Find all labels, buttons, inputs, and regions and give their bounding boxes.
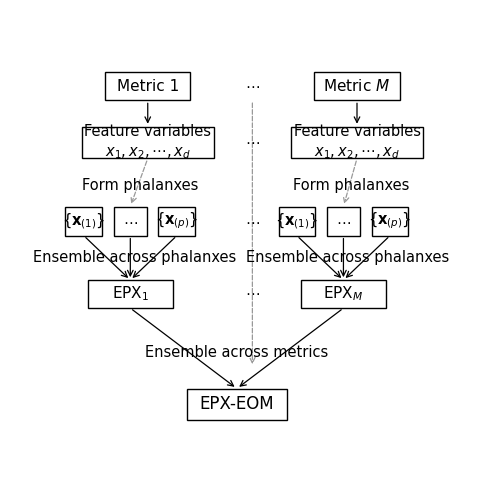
Text: Form phalanxes: Form phalanxes (82, 178, 198, 192)
Bar (278, 207, 316, 236)
Bar (186, 389, 287, 420)
Text: $\{\mathbf{x}_{(p)}\}$: $\{\mathbf{x}_{(p)}\}$ (368, 211, 412, 231)
Text: Metric $M$: Metric $M$ (324, 78, 390, 94)
Text: $\{\mathbf{x}_{(1)}\}$: $\{\mathbf{x}_{(1)}\}$ (62, 211, 106, 231)
Text: $\cdots$: $\cdots$ (245, 134, 260, 149)
Text: $\cdots$: $\cdots$ (245, 214, 260, 228)
Text: EPX-EOM: EPX-EOM (200, 396, 274, 414)
Bar (314, 72, 400, 101)
Bar (327, 207, 360, 236)
Text: Form phalanxes: Form phalanxes (293, 178, 410, 192)
Text: EPX$_M$: EPX$_M$ (324, 285, 364, 303)
Text: $\cdots$: $\cdots$ (245, 78, 260, 93)
Text: Ensemble across metrics: Ensemble across metrics (145, 346, 328, 360)
Bar (82, 127, 214, 158)
Text: $\cdots$: $\cdots$ (123, 214, 138, 228)
Text: EPX$_1$: EPX$_1$ (112, 285, 149, 303)
Text: Ensemble across phalanxes: Ensemble across phalanxes (246, 250, 449, 265)
Bar (105, 72, 190, 101)
Text: $\{\mathbf{x}_{(p)}\}$: $\{\mathbf{x}_{(p)}\}$ (155, 211, 198, 231)
Bar (114, 207, 147, 236)
Text: Metric 1: Metric 1 (116, 79, 179, 94)
Bar (66, 207, 102, 236)
Bar (291, 127, 423, 158)
Text: Ensemble across phalanxes: Ensemble across phalanxes (32, 250, 236, 265)
Bar (301, 280, 386, 308)
Text: $\cdots$: $\cdots$ (245, 285, 260, 300)
Text: Feature variables
$x_1, x_2, \cdots, x_d$: Feature variables $x_1, x_2, \cdots, x_d… (294, 124, 420, 161)
Text: Feature variables
$x_1, x_2, \cdots, x_d$: Feature variables $x_1, x_2, \cdots, x_d… (84, 124, 211, 161)
Text: $\{\mathbf{x}_{(1)}\}$: $\{\mathbf{x}_{(1)}\}$ (275, 211, 318, 231)
Bar (88, 280, 173, 308)
Text: $\cdots$: $\cdots$ (336, 214, 351, 228)
Bar (372, 207, 408, 236)
Bar (158, 207, 195, 236)
